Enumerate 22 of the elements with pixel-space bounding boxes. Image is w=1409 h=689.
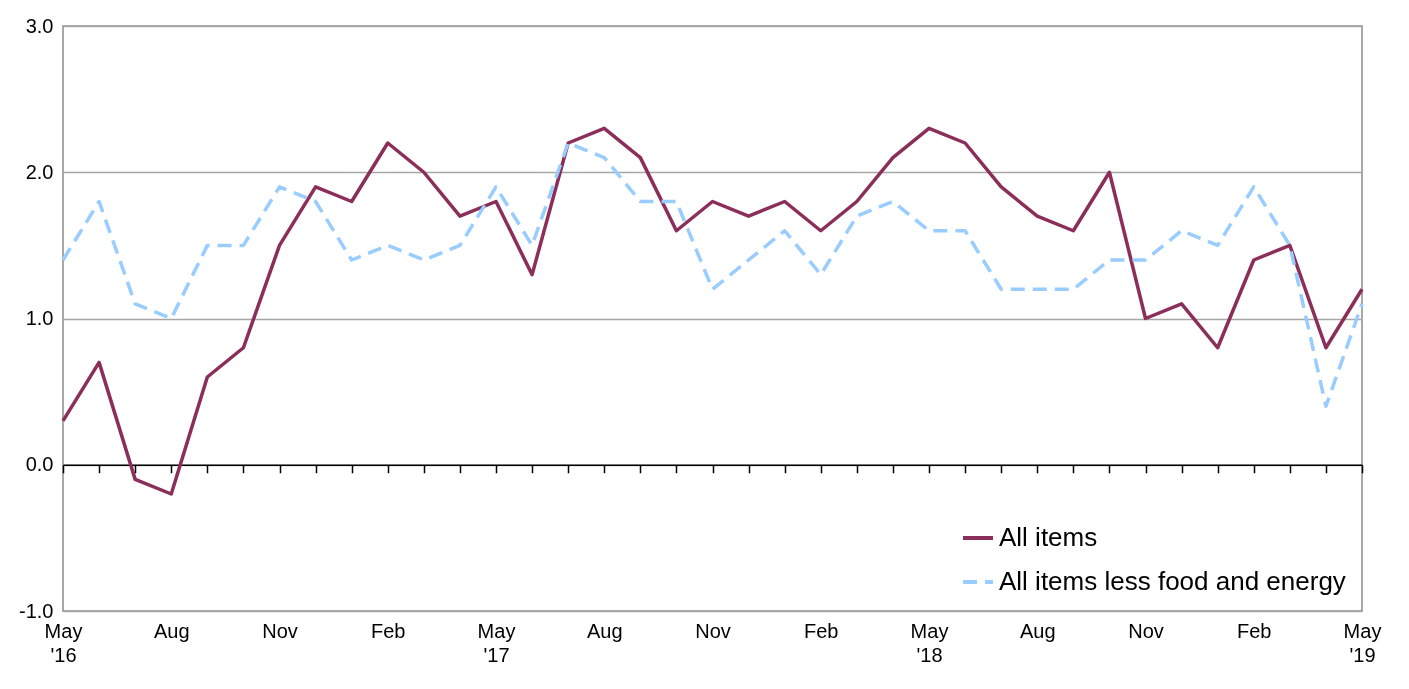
x-tick-label: May '19 — [1343, 619, 1382, 666]
x-tick-label: Aug — [586, 619, 623, 642]
y-tick-label: 1.0 — [25, 307, 54, 329]
x-tick-label: May '18 — [910, 619, 949, 666]
x-tick-label: May '17 — [477, 619, 516, 666]
line-series — [61, 141, 1364, 408]
x-tick-label: Nov — [1128, 619, 1164, 642]
line-series — [61, 126, 1364, 496]
y-tick-label: 3.0 — [25, 14, 54, 37]
y-tick-label: 2.0 — [25, 160, 54, 183]
x-tick-label: Feb — [804, 619, 839, 642]
y-tick-label: 0.0 — [25, 453, 54, 476]
x-tick-label: Nov — [695, 619, 731, 642]
legend-label: All items less food and energy — [999, 566, 1346, 596]
x-tick-label: Feb — [371, 619, 406, 642]
x-tick-label: Aug — [153, 619, 190, 642]
x-tick-label: Feb — [1237, 619, 1272, 642]
x-tick-label: May '16 — [44, 619, 83, 666]
x-tick-label: Aug — [1019, 619, 1056, 642]
y-tick-label: -1.0 — [19, 599, 54, 622]
legend-label: All items — [999, 522, 1098, 552]
x-tick-label: Nov — [262, 619, 298, 642]
